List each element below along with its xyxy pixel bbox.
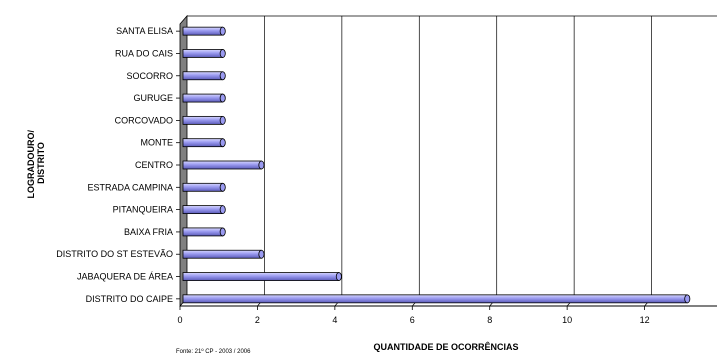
bar	[182, 26, 226, 36]
category-label: CENTRO	[135, 160, 173, 170]
category-label: DISTRITO DO ST ESTEVÃO	[56, 249, 173, 259]
category-label: MONTE	[141, 138, 174, 148]
y-axis-title: LOGRADOURO/ DISTRITO	[26, 127, 46, 198]
x-tick-label: 4	[332, 315, 337, 325]
bars	[182, 26, 691, 304]
bar	[182, 115, 226, 125]
y-axis-title-line-2: DISTRITO	[36, 142, 46, 184]
bar	[182, 249, 265, 259]
category-label: GURUGE	[133, 93, 173, 103]
x-axis-title: QUANTIDADE DE OCORRÊNCIAS	[373, 341, 518, 352]
bar	[182, 294, 691, 304]
bar	[182, 49, 226, 58]
category-label: JABAQUERA DE ÁREA	[77, 272, 173, 282]
source-note: Fonte: 21º CP - 2003 / 2006	[176, 348, 251, 355]
category-label: SOCORRO	[126, 71, 173, 81]
category-label: BAIXA FRIA	[124, 227, 173, 237]
x-tick-label: 6	[410, 315, 415, 325]
x-tick-label: 10	[562, 315, 572, 325]
bar	[182, 93, 226, 103]
bar	[182, 138, 226, 148]
x-tick-label: 2	[255, 315, 260, 325]
x-tick-labels: 02468101214	[177, 315, 717, 325]
bar	[182, 71, 226, 81]
x-tick-label: 12	[640, 315, 650, 325]
grid	[257, 16, 652, 307]
category-label: RUA DO CAIS	[115, 48, 173, 58]
category-label: PITANQUEIRA	[113, 205, 173, 215]
x-tick-label: 8	[487, 315, 492, 325]
category-label: DISTRITO DO CAIPE	[86, 294, 173, 304]
y-axis-title-line-1: LOGRADOURO/	[26, 130, 36, 199]
bar	[182, 227, 226, 237]
bar	[182, 182, 226, 192]
x-tick-label: 0	[177, 315, 182, 325]
category-label: ESTRADA CAMPINA	[87, 182, 173, 192]
bar	[182, 272, 342, 281]
category-label: CORCOVADO	[115, 115, 173, 125]
bar	[182, 160, 265, 170]
bar	[182, 205, 226, 215]
category-labels: SANTA ELISA RUA DO CAIS SOCORRO GURUGE CORCO…	[56, 26, 173, 304]
category-label: SANTA ELISA	[116, 26, 173, 36]
